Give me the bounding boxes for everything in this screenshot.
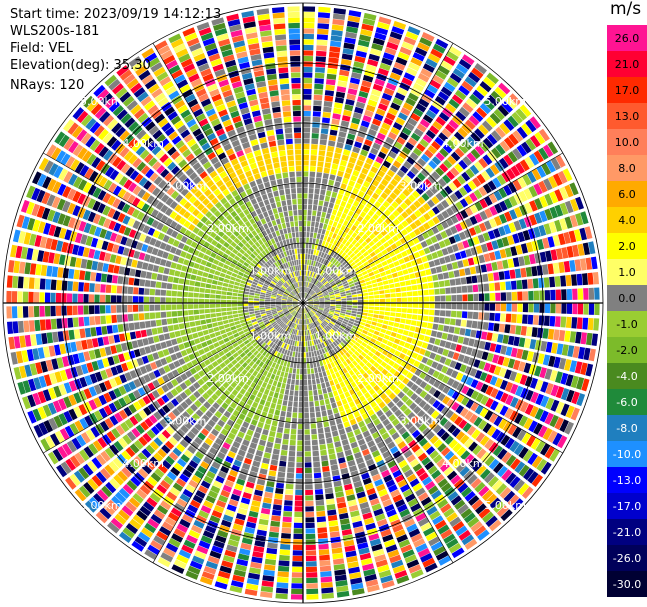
colorbar-level: 6.0: [607, 181, 647, 207]
colorbar-level: 26.0: [607, 25, 647, 51]
colorbar-level: 8.0: [607, 155, 647, 181]
range-ring-label: 2.00km: [357, 222, 399, 235]
range-ring-label: 5.00km: [80, 95, 122, 108]
range-ring-label: 4.00km: [122, 457, 164, 470]
range-ring-label: 3.00km: [165, 180, 207, 193]
colorbar-level: -10.0: [607, 441, 647, 467]
range-ring-label: 4.00km: [442, 137, 484, 150]
range-ring-grid: [2, 2, 604, 604]
range-ring-label: 1.00km: [315, 330, 357, 343]
range-ring-label: 2.00km: [357, 372, 399, 385]
colorbar-level: 21.0: [607, 51, 647, 77]
range-ring-label: 1.00km: [315, 265, 357, 278]
colorbar-level: 2.0: [607, 233, 647, 259]
range-ring-label: 1.00km: [250, 330, 292, 343]
range-ring-label: 5.00km: [80, 499, 122, 512]
colorbar-level: 13.0: [607, 103, 647, 129]
velocity-colorbar: 26.0 21.0 17.0 13.0 10.0 8.0 6.0 4.0 2.0 1.0 0.0 -1…: [607, 25, 647, 597]
range-ring-label: 2.00km: [207, 222, 249, 235]
colorbar-unit: m/s: [610, 0, 642, 19]
instrument-label: WLS200s-181: [10, 24, 100, 39]
range-ring-label: 1.00km: [250, 265, 292, 278]
range-ring-label: 5.00km: [484, 95, 526, 108]
elevation-label: Elevation(deg): 35.30: [10, 58, 151, 73]
range-ring-label: 3.00km: [400, 180, 442, 193]
colorbar-level: 0.0: [607, 285, 647, 311]
range-ring-label: 3.00km: [165, 414, 207, 427]
colorbar-level: -26.0: [607, 545, 647, 571]
range-ring-label: 4.00km: [442, 457, 484, 470]
azimuth-spoke: [302, 43, 454, 304]
colorbar-level: 10.0: [607, 129, 647, 155]
range-ring-label: 4.00km: [122, 137, 164, 150]
colorbar-level: 1.0: [607, 259, 647, 285]
colorbar-level: -8.0: [607, 415, 647, 441]
colorbar-level: -17.0: [607, 493, 647, 519]
azimuth-spoke: [43, 152, 304, 304]
nrays-label: NRays: 120: [10, 78, 85, 93]
colorbar-level: -30.0: [607, 571, 647, 597]
range-ring-label: 2.00km: [207, 372, 249, 385]
start-time-label: Start time: 2023/09/19 14:12:13: [10, 7, 222, 22]
colorbar-level: -13.0: [607, 467, 647, 493]
radar-ppi-plot: 1.00km 1.00km 1.00km 1.00km 2.00km 2.00km 2.00…: [2, 2, 604, 604]
colorbar-level: 17.0: [607, 77, 647, 103]
azimuth-spoke: [152, 302, 304, 563]
colorbar-level: -4.0: [607, 363, 647, 389]
colorbar-level: -21.0: [607, 519, 647, 545]
azimuth-spoke: [43, 302, 304, 454]
velocity-gates: [6, 6, 600, 600]
field-label: Field: VEL: [10, 41, 73, 56]
azimuth-spoke: [302, 152, 563, 304]
azimuth-spoke: [302, 302, 563, 454]
colorbar-level: -1.0: [607, 311, 647, 337]
azimuth-spoke: [302, 302, 454, 563]
range-ring-label: 5.00km: [484, 499, 526, 512]
azimuth-spoke: [152, 43, 304, 304]
colorbar-level: -6.0: [607, 389, 647, 415]
scan-info-panel: Start time: 2023/09/19 14:12:13 WLS200s-…: [10, 6, 221, 94]
colorbar-level: -2.0: [607, 337, 647, 363]
colorbar-level: 4.0: [607, 207, 647, 233]
range-ring-labels: 1.00km 1.00km 1.00km 1.00km 2.00km 2.00km 2.00…: [80, 95, 526, 512]
range-ring-label: 3.00km: [400, 414, 442, 427]
